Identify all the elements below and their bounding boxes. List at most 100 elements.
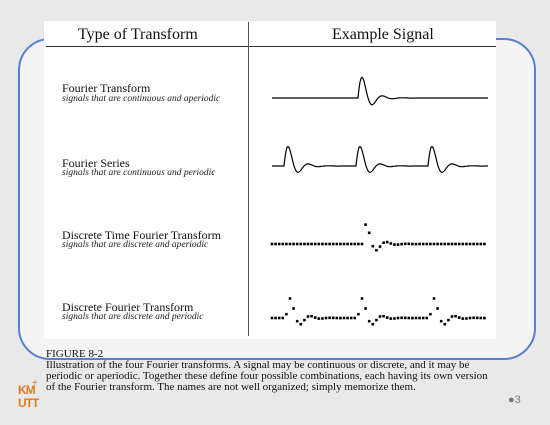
signal-dft-sample bbox=[378, 315, 382, 318]
signal-dtft-sample bbox=[285, 242, 288, 246]
signal-fs-curve bbox=[272, 145, 488, 174]
row-subtitle-fourier-transform: signals that are continuous and aperiodi… bbox=[62, 94, 221, 104]
figure-panel bbox=[44, 21, 496, 339]
logo-line-1: KM bbox=[18, 383, 36, 397]
signal-dtft-sample bbox=[411, 242, 414, 246]
signal-dft-sample bbox=[285, 312, 288, 316]
signal-dft-sample bbox=[360, 297, 364, 300]
signal-dft-sample bbox=[357, 312, 360, 316]
signal-dft-sample bbox=[339, 316, 342, 320]
signal-dtft-sample bbox=[421, 242, 425, 246]
signal-dft-sample bbox=[418, 316, 421, 320]
signal-dtft-sample bbox=[393, 243, 396, 246]
signal-dft-sample bbox=[468, 316, 472, 320]
signal-dft-sample bbox=[454, 314, 457, 318]
signal-dtft-sample bbox=[281, 242, 285, 246]
signal-dtft-sample bbox=[457, 242, 461, 246]
signal-dtft-sample bbox=[324, 242, 328, 246]
row-subtitle-dft: signals that are discrete and periodic bbox=[62, 312, 204, 322]
row-title-dtft: Discrete Time Fourier Transform bbox=[62, 228, 221, 242]
signal-dtft-sample bbox=[479, 242, 483, 246]
signal-dtft-sample bbox=[429, 242, 432, 246]
signal-dtft-sample bbox=[385, 240, 389, 244]
signal-dft-sample bbox=[393, 317, 396, 320]
signal-dtft-sample bbox=[306, 242, 310, 246]
row-subtitle-fourier-series: signals that are continuous and periodic bbox=[62, 168, 216, 178]
signal-dtft-sample bbox=[335, 242, 339, 246]
signal-dtft-sample bbox=[396, 243, 400, 246]
signal-dft-sample bbox=[447, 318, 450, 322]
signal-dtft-sample bbox=[270, 242, 274, 246]
signal-dtft-sample bbox=[447, 242, 450, 246]
university-logo: + KM UTT bbox=[18, 378, 42, 410]
signal-dft-sample bbox=[274, 316, 277, 320]
signal-dft-sample bbox=[472, 316, 475, 320]
signal-dft-sample bbox=[479, 316, 483, 320]
signal-dtft-sample bbox=[277, 242, 281, 246]
signal-dft-sample bbox=[335, 316, 339, 320]
signal-dtft-sample bbox=[461, 242, 465, 246]
signal-dft-sample bbox=[317, 317, 321, 320]
signal-dft-sample bbox=[483, 316, 486, 320]
signal-dtft-sample bbox=[425, 242, 429, 246]
signal-dft-sample bbox=[475, 316, 479, 320]
header-divider bbox=[46, 46, 496, 47]
signal-dtft-sample bbox=[378, 245, 382, 248]
signal-dtft-sample bbox=[400, 242, 403, 246]
signal-dft-sample bbox=[443, 322, 447, 326]
signal-dtft-sample bbox=[295, 242, 299, 246]
signal-dtft-sample bbox=[360, 242, 364, 246]
signal-dft-sample bbox=[331, 316, 335, 320]
signal-dft-sample bbox=[281, 316, 285, 320]
signal-dtft-sample bbox=[443, 242, 447, 246]
signal-dft-sample bbox=[310, 314, 313, 318]
signal-dft-sample bbox=[403, 316, 407, 320]
row-subtitle-dtft: signals that are discrete and aperiodic bbox=[62, 240, 209, 250]
signal-dft-sample bbox=[371, 322, 375, 326]
signal-dtft-sample bbox=[454, 242, 457, 246]
signal-dft-sample bbox=[400, 316, 403, 320]
row-title-fourier-series: Fourier Series bbox=[62, 156, 130, 170]
row-title-dft: Discrete Fourier Transform bbox=[62, 300, 194, 314]
signal-dft-sample bbox=[411, 316, 414, 320]
signal-dtft-sample bbox=[375, 249, 378, 252]
logo-line-2: UTT bbox=[18, 396, 39, 410]
signal-dft-sample bbox=[375, 318, 378, 322]
signal-dft-sample bbox=[342, 316, 346, 320]
signal-dtft-sample bbox=[483, 242, 486, 246]
signal-dft-sample bbox=[364, 307, 367, 310]
signal-dtft-sample bbox=[403, 242, 407, 246]
signal-dtft-sample bbox=[288, 242, 292, 246]
signal-dtft-sample bbox=[382, 241, 385, 244]
signal-dtft-sample bbox=[439, 242, 443, 246]
signal-dtft-sample bbox=[310, 242, 313, 246]
signal-dtft-sample bbox=[450, 242, 454, 246]
signal-dft-sample bbox=[277, 316, 281, 320]
caption-text: Illustration of the four Fourier transfo… bbox=[46, 359, 488, 393]
signal-dft-sample bbox=[396, 316, 400, 320]
signal-fourier-series bbox=[272, 145, 488, 174]
signal-dft-sample bbox=[324, 316, 328, 320]
signal-dft-sample bbox=[450, 315, 454, 318]
signal-dft-sample bbox=[353, 316, 357, 320]
column-divider bbox=[248, 22, 249, 336]
signal-dft-sample bbox=[346, 316, 349, 320]
signal-dft-sample bbox=[465, 317, 468, 320]
signal-dft-sample bbox=[367, 319, 371, 323]
signal-dtft-sample bbox=[465, 242, 468, 246]
signal-dft-sample bbox=[299, 322, 303, 326]
signal-dft-sample bbox=[385, 316, 389, 319]
signal-dtft-sample bbox=[342, 242, 346, 246]
signal-dft-sample bbox=[288, 297, 292, 300]
signal-dft-sample bbox=[407, 316, 411, 320]
signal-dft-sample bbox=[432, 297, 436, 300]
signal-dft-sample bbox=[436, 307, 439, 310]
signal-dft-sample bbox=[414, 316, 418, 320]
signal-dft-sample bbox=[461, 317, 465, 320]
signal-dft-sample bbox=[292, 307, 295, 310]
signal-dft-sample bbox=[439, 319, 443, 323]
signal-ft-curve bbox=[272, 76, 488, 106]
signal-dtft-sample bbox=[274, 242, 277, 246]
